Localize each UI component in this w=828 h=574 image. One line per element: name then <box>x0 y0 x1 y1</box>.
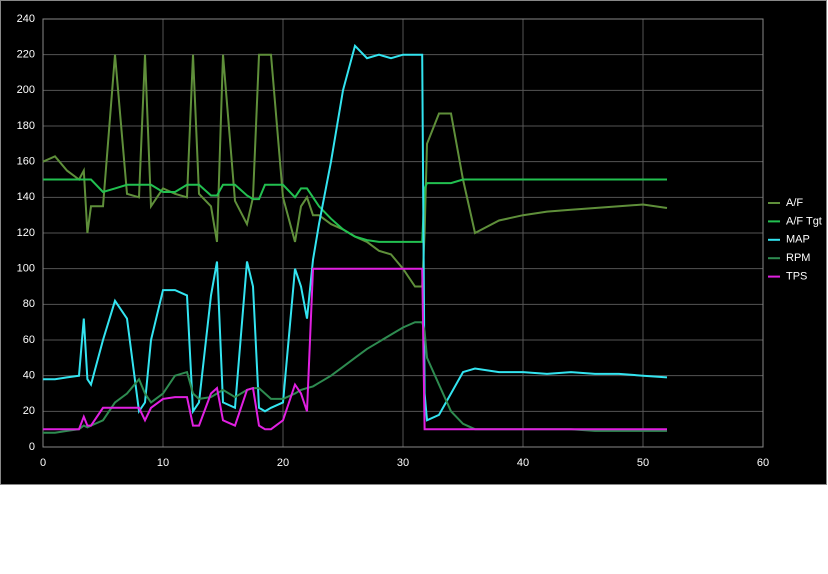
legend-label: A/F Tgt <box>786 215 822 227</box>
y-tick-label: 100 <box>17 263 35 275</box>
y-tick-label: 120 <box>17 227 35 239</box>
y-tick-label: 240 <box>17 13 35 25</box>
x-tick-label: 20 <box>277 457 289 469</box>
y-tick-label: 180 <box>17 120 35 132</box>
y-tick-label: 20 <box>23 405 35 417</box>
y-tick-label: 140 <box>17 191 35 203</box>
x-tick-label: 40 <box>517 457 529 469</box>
y-tick-label: 220 <box>17 49 35 61</box>
y-tick-label: 40 <box>23 370 35 382</box>
y-tick-label: 200 <box>17 84 35 96</box>
legend-label: RPM <box>786 252 810 264</box>
x-tick-label: 60 <box>757 457 769 469</box>
y-tick-label: 0 <box>29 441 35 453</box>
series-line <box>43 43 668 422</box>
legend-label: A/F <box>786 197 803 209</box>
y-tick-label: 160 <box>17 156 35 168</box>
x-tick-label: 10 <box>157 457 169 469</box>
series-line <box>42 53 668 288</box>
y-tick-label: 80 <box>23 298 35 310</box>
series-line <box>43 267 667 431</box>
legend-label: MAP <box>786 234 810 246</box>
series-line <box>43 178 667 243</box>
legend-label: TPS <box>786 271 807 283</box>
y-tick-label: 60 <box>23 334 35 346</box>
plot-frame <box>42 18 764 448</box>
x-tick-label: 0 <box>40 457 46 469</box>
series-line <box>43 321 667 434</box>
x-tick-label: 30 <box>397 457 409 469</box>
x-tick-label: 50 <box>637 457 649 469</box>
